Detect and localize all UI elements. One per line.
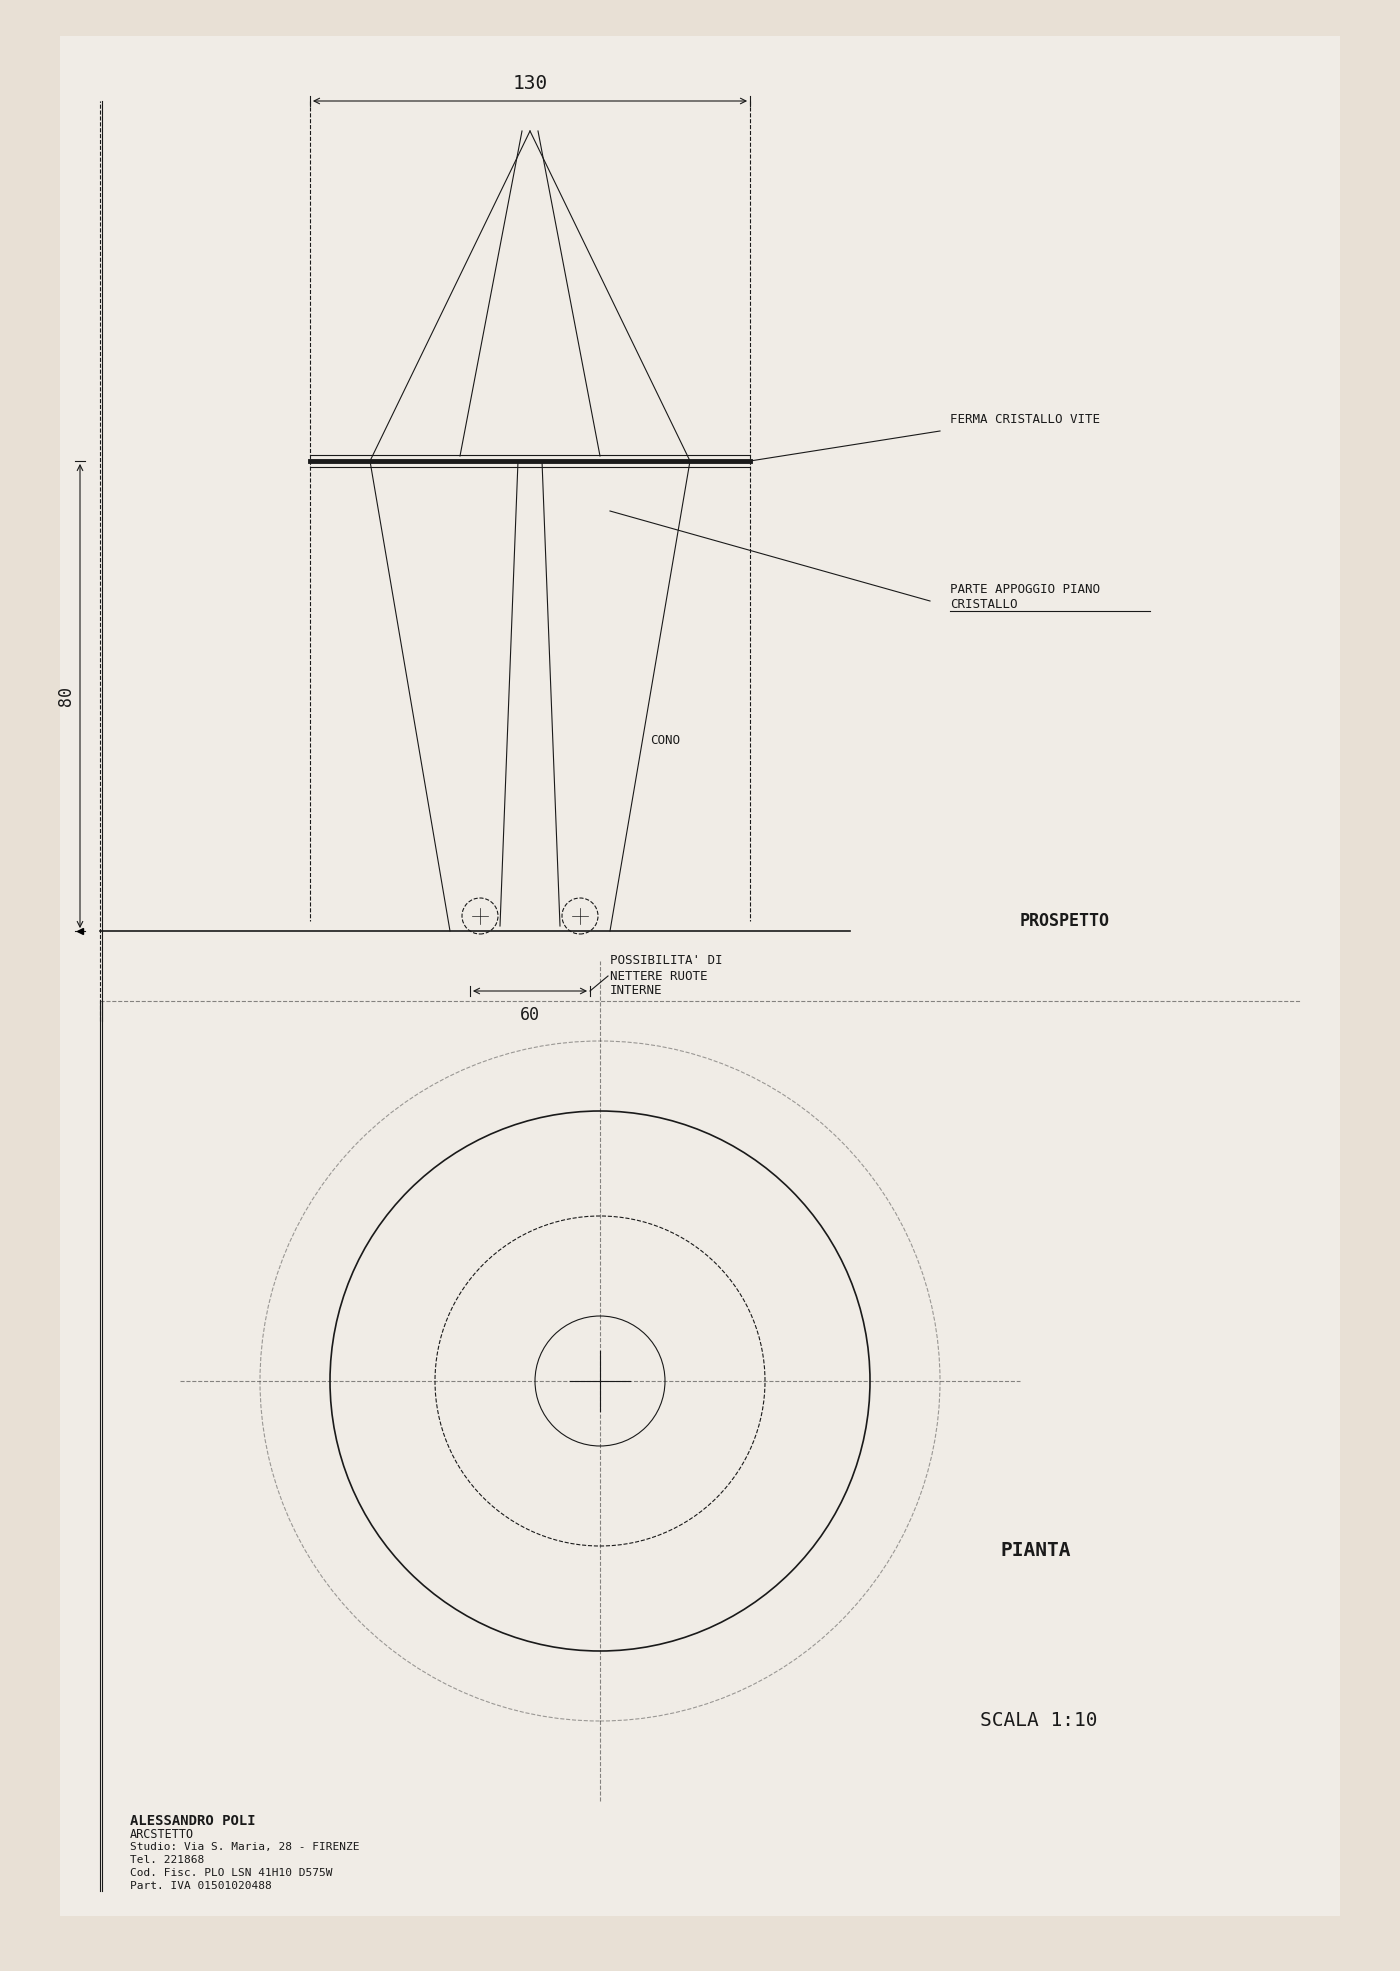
Text: PARTE APPOGGIO PIANO
CRISTALLO: PARTE APPOGGIO PIANO CRISTALLO [951,583,1100,611]
Text: POSSIBILITA' DI
NETTERE RUOTE
INTERNE: POSSIBILITA' DI NETTERE RUOTE INTERNE [610,954,722,997]
Text: 80: 80 [57,686,76,706]
Text: Tel. 221868: Tel. 221868 [130,1855,204,1865]
Text: SCALA 1:10: SCALA 1:10 [980,1711,1098,1731]
FancyBboxPatch shape [60,35,1340,1916]
Text: Part. IVA 01501020488: Part. IVA 01501020488 [130,1880,272,1890]
Text: FERMA CRISTALLO VITE: FERMA CRISTALLO VITE [951,414,1100,426]
Text: 60: 60 [519,1005,540,1025]
Text: Studio: Via S. Maria, 28 - FIRENZE: Studio: Via S. Maria, 28 - FIRENZE [130,1843,360,1853]
Text: Cod. Fisc. PLO LSN 41H10 D575W: Cod. Fisc. PLO LSN 41H10 D575W [130,1869,333,1878]
Text: 130: 130 [512,75,547,93]
Text: ALESSANDRO POLI: ALESSANDRO POLI [130,1813,256,1827]
Text: CONO: CONO [650,735,680,747]
Text: PROSPETTO: PROSPETTO [1021,913,1110,930]
Text: ARCSTETTO: ARCSTETTO [130,1827,195,1841]
Text: PIANTA: PIANTA [1000,1541,1071,1561]
